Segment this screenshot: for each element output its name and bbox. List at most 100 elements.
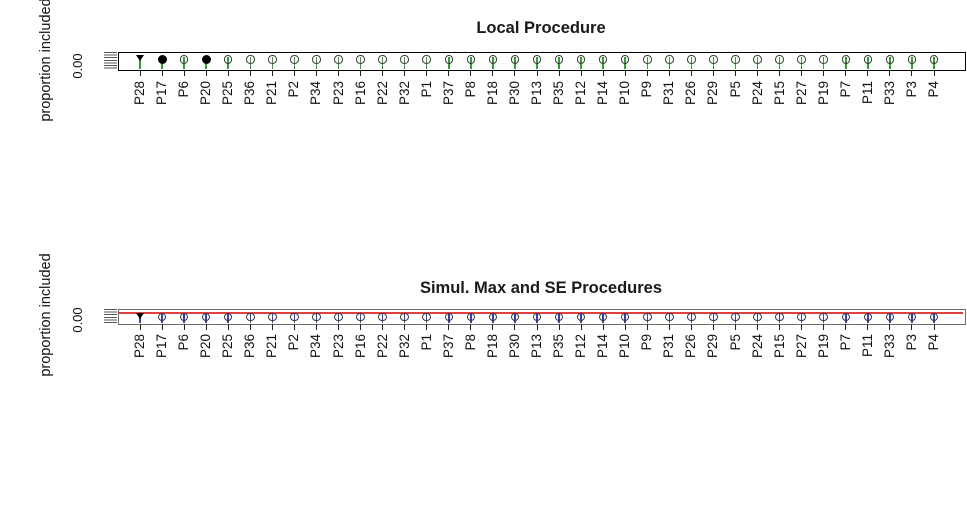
data-point-marker-p25: [223, 55, 233, 64]
x-axis-tick: [360, 69, 362, 76]
x-tick-label-p15: P15: [771, 81, 787, 106]
data-point-marker-p1: [422, 312, 431, 322]
x-tick-label-p17: P17: [154, 334, 170, 359]
data-point-marker-p29: [709, 55, 718, 64]
x-tick-label-p27: P27: [793, 334, 809, 359]
x-tick-label-p37: P37: [440, 334, 456, 359]
x-tick-label-p22: P22: [374, 81, 390, 106]
x-axis-tick: [933, 69, 935, 76]
x-axis-tick: [779, 69, 781, 76]
x-axis-tick: [757, 323, 759, 330]
x-axis-tick: [712, 69, 714, 76]
data-point-marker-p2: [290, 55, 299, 64]
x-axis-tick: [624, 323, 626, 330]
data-point-marker-p35: [554, 55, 564, 64]
x-axis-tick: [933, 323, 935, 330]
data-point-marker-p4: [929, 55, 939, 64]
data-point-marker-p30: [510, 312, 520, 322]
x-tick-label-p37: P37: [440, 81, 456, 106]
data-point-marker-p1: [422, 55, 431, 64]
data-point-marker-p26: [687, 55, 696, 64]
data-point-marker-p19: [819, 312, 828, 322]
data-point-marker-p15: [775, 312, 784, 322]
data-point-marker-p3: [907, 312, 917, 322]
x-axis-tick: [470, 69, 472, 76]
x-axis-tick: [735, 69, 736, 76]
x-axis-tick: [161, 323, 163, 330]
x-tick-label-p4: P4: [926, 81, 941, 98]
x-tick-label-p16: P16: [352, 81, 368, 106]
x-tick-label-p15: P15: [771, 334, 787, 359]
data-point-marker-p23: [334, 312, 343, 322]
x-axis-tick: [624, 69, 626, 76]
data-point-marker-p20: [201, 312, 211, 322]
x-tick-label-p11: P11: [859, 81, 875, 105]
x-tick-label-p35: P35: [551, 81, 567, 106]
x-axis-tick: [315, 323, 317, 330]
x-axis-tick: [580, 69, 582, 76]
data-point-marker-p31: [665, 55, 674, 64]
data-point-marker-p33: [885, 312, 895, 322]
panel2-y-tick-label: 0.00: [70, 307, 85, 333]
x-axis-tick: [911, 69, 913, 76]
data-point-marker-p36: [246, 312, 255, 322]
x-tick-label-p1: P1: [418, 334, 434, 351]
x-axis-tick: [404, 323, 406, 330]
data-point-marker-p13: [532, 312, 542, 322]
data-point-marker-p2: [290, 312, 299, 322]
x-tick-label-p28: P28: [132, 81, 147, 106]
x-axis-tick: [227, 323, 229, 330]
x-tick-label-p26: P26: [683, 334, 699, 359]
x-tick-label-p10: P10: [617, 334, 633, 359]
x-tick-label-p5: P5: [727, 81, 743, 98]
data-point-marker-p20: [201, 55, 211, 64]
x-axis-tick: [779, 323, 781, 330]
data-point-marker-p9: [643, 312, 652, 322]
x-tick-label-p18: P18: [484, 81, 500, 106]
panel2-title: Simul. Max and SE Procedures: [419, 279, 663, 297]
x-tick-label-p23: P23: [330, 81, 346, 106]
x-axis-tick: [227, 69, 229, 76]
x-axis-tick: [602, 69, 604, 76]
data-point-marker-p34: [312, 55, 321, 64]
x-tick-label-p7: P7: [837, 81, 853, 98]
data-point-marker-p11: [863, 312, 873, 322]
data-point-marker-p4: [929, 312, 939, 322]
x-axis-tick: [271, 69, 273, 76]
x-axis-tick: [161, 69, 163, 76]
data-point-marker-p6: [179, 312, 189, 322]
x-axis-tick: [889, 69, 891, 76]
data-point-marker-p17: [157, 55, 167, 64]
x-tick-label-p24: P24: [749, 334, 765, 359]
data-point-marker-p21: [268, 312, 277, 322]
panel2-reference-line: [119, 312, 963, 314]
x-tick-label-p11: P11: [859, 334, 875, 358]
x-axis-tick: [823, 69, 825, 76]
data-point-marker-p34: [312, 312, 321, 322]
x-tick-label-p9: P9: [639, 81, 655, 98]
x-axis-tick: [426, 323, 428, 330]
x-axis-tick: [801, 69, 803, 76]
data-point-marker-p13: [532, 55, 542, 64]
x-tick-label-p3: P3: [903, 81, 919, 98]
data-point-marker-p8: [466, 312, 476, 322]
data-point-marker-p19: [819, 55, 828, 64]
data-point-marker-p24: [753, 312, 762, 322]
data-point-marker-p14: [598, 312, 608, 322]
x-tick-label-p31: P31: [661, 334, 677, 359]
x-axis-tick: [249, 69, 251, 76]
x-tick-label-p36: P36: [242, 334, 258, 359]
data-point-marker-p37: [444, 55, 454, 64]
x-tick-label-p13: P13: [529, 81, 544, 106]
data-point-marker-p36: [246, 55, 255, 64]
x-axis-tick: [712, 323, 714, 330]
data-point-marker-p6: [179, 55, 189, 64]
x-tick-label-p6: P6: [176, 334, 192, 351]
x-axis-tick: [845, 69, 847, 76]
x-tick-label-p33: P33: [881, 334, 897, 359]
data-point-marker-p31: [665, 312, 674, 322]
x-axis-tick: [448, 69, 450, 76]
x-tick-label-p29: P29: [705, 81, 721, 106]
x-tick-label-p7: P7: [837, 334, 853, 351]
x-tick-label-p25: P25: [220, 81, 236, 106]
